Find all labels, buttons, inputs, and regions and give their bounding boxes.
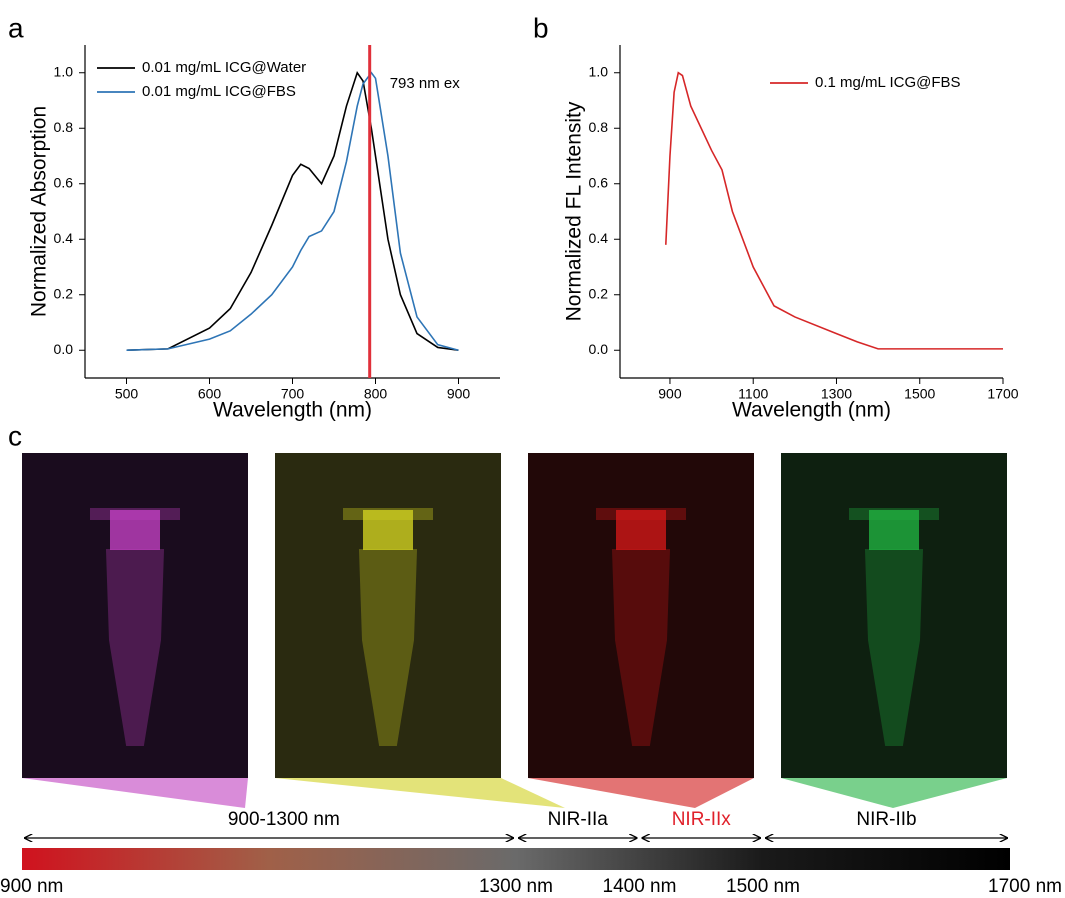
image-panel [781,453,1007,808]
x-tick-label: 800 [364,386,388,402]
image-bg [275,453,501,778]
y-tick-label: 0.0 [589,341,609,357]
x-tick-label: 900 [658,386,682,402]
tube-rim [110,510,160,550]
panel-label: b [533,12,549,43]
panel-label: c [8,420,22,451]
band-label: NIR-IIb [856,809,916,830]
tube-body [611,549,671,746]
tube-body [358,549,418,746]
panel-label: a [8,12,24,43]
spectrum-tick-label: 1500 nm [726,876,800,897]
image-panel [528,453,754,808]
projection [528,778,754,808]
spectrum-tick-label: 900 nm [0,876,63,897]
band-label: NIR-IIx [672,809,732,830]
x-tick-label: 600 [198,386,222,402]
y-tick-label: 0.4 [589,230,609,246]
band-label: NIR-IIa [548,809,609,830]
y-axis-title: Normalized FL Intensity [563,101,586,321]
x-tick-label: 1500 [904,386,935,402]
spectrum-tick-label: 1300 nm [479,876,553,897]
spectrum-tick-label: 1700 nm [988,876,1062,897]
band-label: 900-1300 nm [228,809,340,830]
x-tick-label: 700 [281,386,305,402]
projection [781,778,1007,808]
tube-body [105,549,165,746]
spectrum-bar [22,848,1010,870]
projection [275,778,565,808]
tube-rim [869,510,919,550]
data-line [126,71,459,352]
y-tick-label: 1.0 [54,63,74,79]
excitation-label: 793 nm ex [390,75,461,92]
projection [22,778,248,808]
data-line [126,70,459,352]
y-axis-title: Normalized Absorption [28,106,51,317]
y-tick-label: 0.2 [54,285,74,301]
legend-label: 0.01 mg/mL ICG@FBS [142,83,296,100]
y-tick-label: 0.4 [54,230,74,246]
x-axis-title: Wavelength (nm) [732,399,891,422]
x-axis-title: Wavelength (nm) [213,399,372,422]
y-tick-label: 0.2 [589,285,609,301]
x-tick-label: 1100 [738,386,768,402]
legend-label: 0.1 mg/mL ICG@FBS [815,74,961,91]
tube-rim [616,510,666,550]
x-tick-label: 500 [115,386,139,402]
image-panel [22,453,248,808]
image-bg [22,453,248,778]
y-tick-label: 0.6 [589,174,609,190]
data-line [664,71,1003,350]
image-bg [528,453,754,778]
x-tick-label: 900 [447,386,471,402]
image-panel [275,453,565,808]
spectrum-tick-label: 1400 nm [603,876,677,897]
y-tick-label: 0.8 [589,119,609,135]
legend-label: 0.01 mg/mL ICG@Water [142,59,306,76]
x-tick-label: 1300 [821,386,852,402]
y-tick-label: 1.0 [589,63,609,79]
image-bg [781,453,1007,778]
y-tick-label: 0.0 [54,341,74,357]
tube-body [864,549,924,746]
y-tick-label: 0.6 [54,174,74,190]
y-tick-label: 0.8 [54,119,74,135]
tube-rim [363,510,413,550]
x-tick-label: 1700 [987,386,1018,402]
